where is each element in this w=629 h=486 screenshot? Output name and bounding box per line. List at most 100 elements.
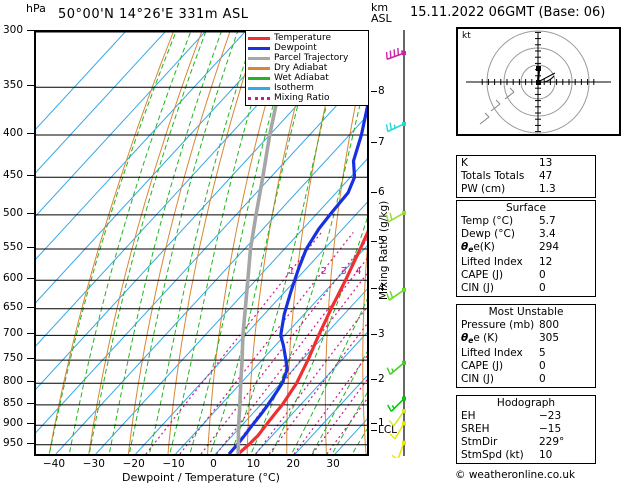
surface-value: 12: [539, 256, 553, 268]
indices-key: Totals Totals: [461, 170, 525, 182]
mixing-ratio-label: 1: [289, 266, 295, 277]
surface-key: θee(K): [461, 241, 495, 254]
height-tick-label: 7: [378, 136, 385, 149]
surface-row: Dewp (°C) 3.4: [461, 228, 591, 241]
height-tick-label: 1: [378, 416, 385, 429]
surface-value: 5.7: [539, 215, 556, 227]
hodograph-endpoint: [536, 66, 541, 71]
hodograph-stats-row: SREH −15: [461, 423, 591, 436]
hodograph-wind-barb: [504, 87, 515, 100]
wind-barb-column: [386, 30, 406, 458]
hodograph-wind-barb: [490, 99, 501, 112]
legend-label: Wet Adiabat: [274, 72, 329, 83]
legend-swatch: [248, 56, 270, 60]
mixing-ratio-label: 2: [321, 266, 327, 277]
pressure-tick: [27, 278, 34, 280]
pressure-tick: [27, 423, 34, 425]
legend: Temperature Dewpoint Parcel Trajectory Dry …: [245, 30, 369, 106]
pressure-tick-label: 600: [2, 272, 23, 285]
surface-key: CAPE (J): [461, 269, 504, 281]
hodograph-stats-row: StmSpd (kt) 10: [461, 449, 591, 462]
height-tick: [371, 378, 377, 380]
wet-adiabat-line: [332, 392, 367, 453]
wet-adiabat-line: [312, 350, 367, 453]
indices-key: K: [461, 157, 468, 169]
surface-row: θee(K) 294: [461, 241, 591, 256]
hodograph-storm-arc: [537, 75, 555, 83]
legend-label: Dry Adiabat: [274, 62, 328, 73]
surface-key: Lifted Index: [461, 256, 523, 268]
pressure-tick-label: 750: [2, 352, 23, 365]
isotherm-line: [36, 32, 126, 130]
height-unit-label: km ASL: [371, 2, 392, 24]
temperature-tick-label: −40: [42, 458, 66, 470]
surface-title: Surface: [505, 202, 546, 214]
wet-adiabat-line: [49, 32, 177, 453]
curve-temperature: [237, 230, 367, 454]
wind-barb: [387, 396, 406, 412]
legend-swatch: [248, 96, 270, 100]
hodograph-stats-row: StmDir 229°: [461, 436, 591, 449]
temperature-tick-label: −20: [122, 458, 145, 470]
height-tick: [371, 422, 377, 424]
hodograph-stats-value: 10: [539, 449, 553, 461]
height-tick: [371, 91, 377, 93]
legend-item: Wet Adiabat: [248, 73, 365, 83]
hodograph-storm-vector: [537, 72, 556, 83]
wind-barb: [391, 440, 406, 458]
surface-value: 3.4: [539, 228, 556, 240]
height-tick: [371, 192, 377, 194]
wet-adiabat-line: [149, 32, 256, 453]
legend-item: Temperature: [248, 33, 365, 43]
legend-swatch: [248, 66, 270, 70]
page-title: 50°00'N 14°26'E 331m ASL: [58, 7, 249, 22]
pressure-tick-label: 950: [2, 436, 23, 449]
hodograph-stats-key: SREH: [461, 423, 490, 435]
surface-row: CAPE (J) 0: [461, 269, 591, 282]
hodograph-stats-value: −23: [539, 410, 562, 422]
surface-key: CIN (J): [461, 282, 494, 294]
surface-value: 294: [539, 241, 560, 253]
dry-adiabat-line: [246, 32, 316, 454]
height-unit-line1: km: [371, 1, 389, 14]
pressure-tick: [27, 333, 34, 335]
mixing-ratio-line: [255, 306, 367, 454]
legend-swatch: [248, 76, 270, 80]
legend-label: Isotherm: [274, 82, 314, 93]
pressure-axis: 300 350 400 450 500 550 600 650 700 750 800 850 900 9…: [0, 24, 34, 456]
most-unstable-row: CIN (J) 0: [461, 373, 591, 386]
hodograph-trace: [536, 68, 541, 83]
wet-adiabat-line: [69, 32, 192, 453]
most-unstable-value: 0: [539, 373, 546, 385]
height-unit-line2: ASL: [371, 12, 392, 25]
height-tick-label: 5: [378, 234, 385, 247]
pressure-tick: [27, 442, 34, 444]
height-tick: [371, 240, 377, 242]
most-unstable-box: Most Unstable Pressure (mb) 800 θee (K) 305 L…: [456, 304, 596, 388]
surface-row: Lifted Index 12: [461, 256, 591, 269]
height-tick-label: 4: [378, 281, 385, 294]
hodograph[interactable]: kt: [456, 27, 621, 136]
mixing-ratio-label: 3: [341, 266, 347, 277]
isotherm-line: [36, 32, 206, 217]
height-tick-label: 2: [378, 372, 385, 385]
pressure-tick: [27, 306, 34, 308]
most-unstable-row: CAPE (J) 0: [461, 360, 591, 373]
most-unstable-key: Lifted Index: [461, 347, 523, 359]
mixing-ratio-line: [145, 232, 322, 454]
hodograph-stats-key: EH: [461, 410, 476, 422]
pressure-tick-label: 800: [2, 375, 23, 388]
height-tick-label: 3: [378, 327, 385, 340]
indices-value: 1.3: [539, 183, 556, 195]
indices-row: K 13: [461, 157, 591, 170]
surface-value: 0: [539, 282, 546, 294]
pressure-tick-label: 400: [2, 127, 23, 139]
indices-row: Totals Totals 47: [461, 170, 591, 183]
hodograph-stats-title: Hodograph: [496, 397, 556, 409]
copyright-label: © weatheronline.co.uk: [455, 469, 576, 481]
wet-adiabat-line: [129, 32, 238, 453]
surface-key: Temp (°C): [461, 215, 514, 227]
pressure-tick-label: 900: [2, 417, 23, 430]
most-unstable-key: CAPE (J): [461, 360, 504, 372]
pressure-tick: [27, 85, 34, 87]
